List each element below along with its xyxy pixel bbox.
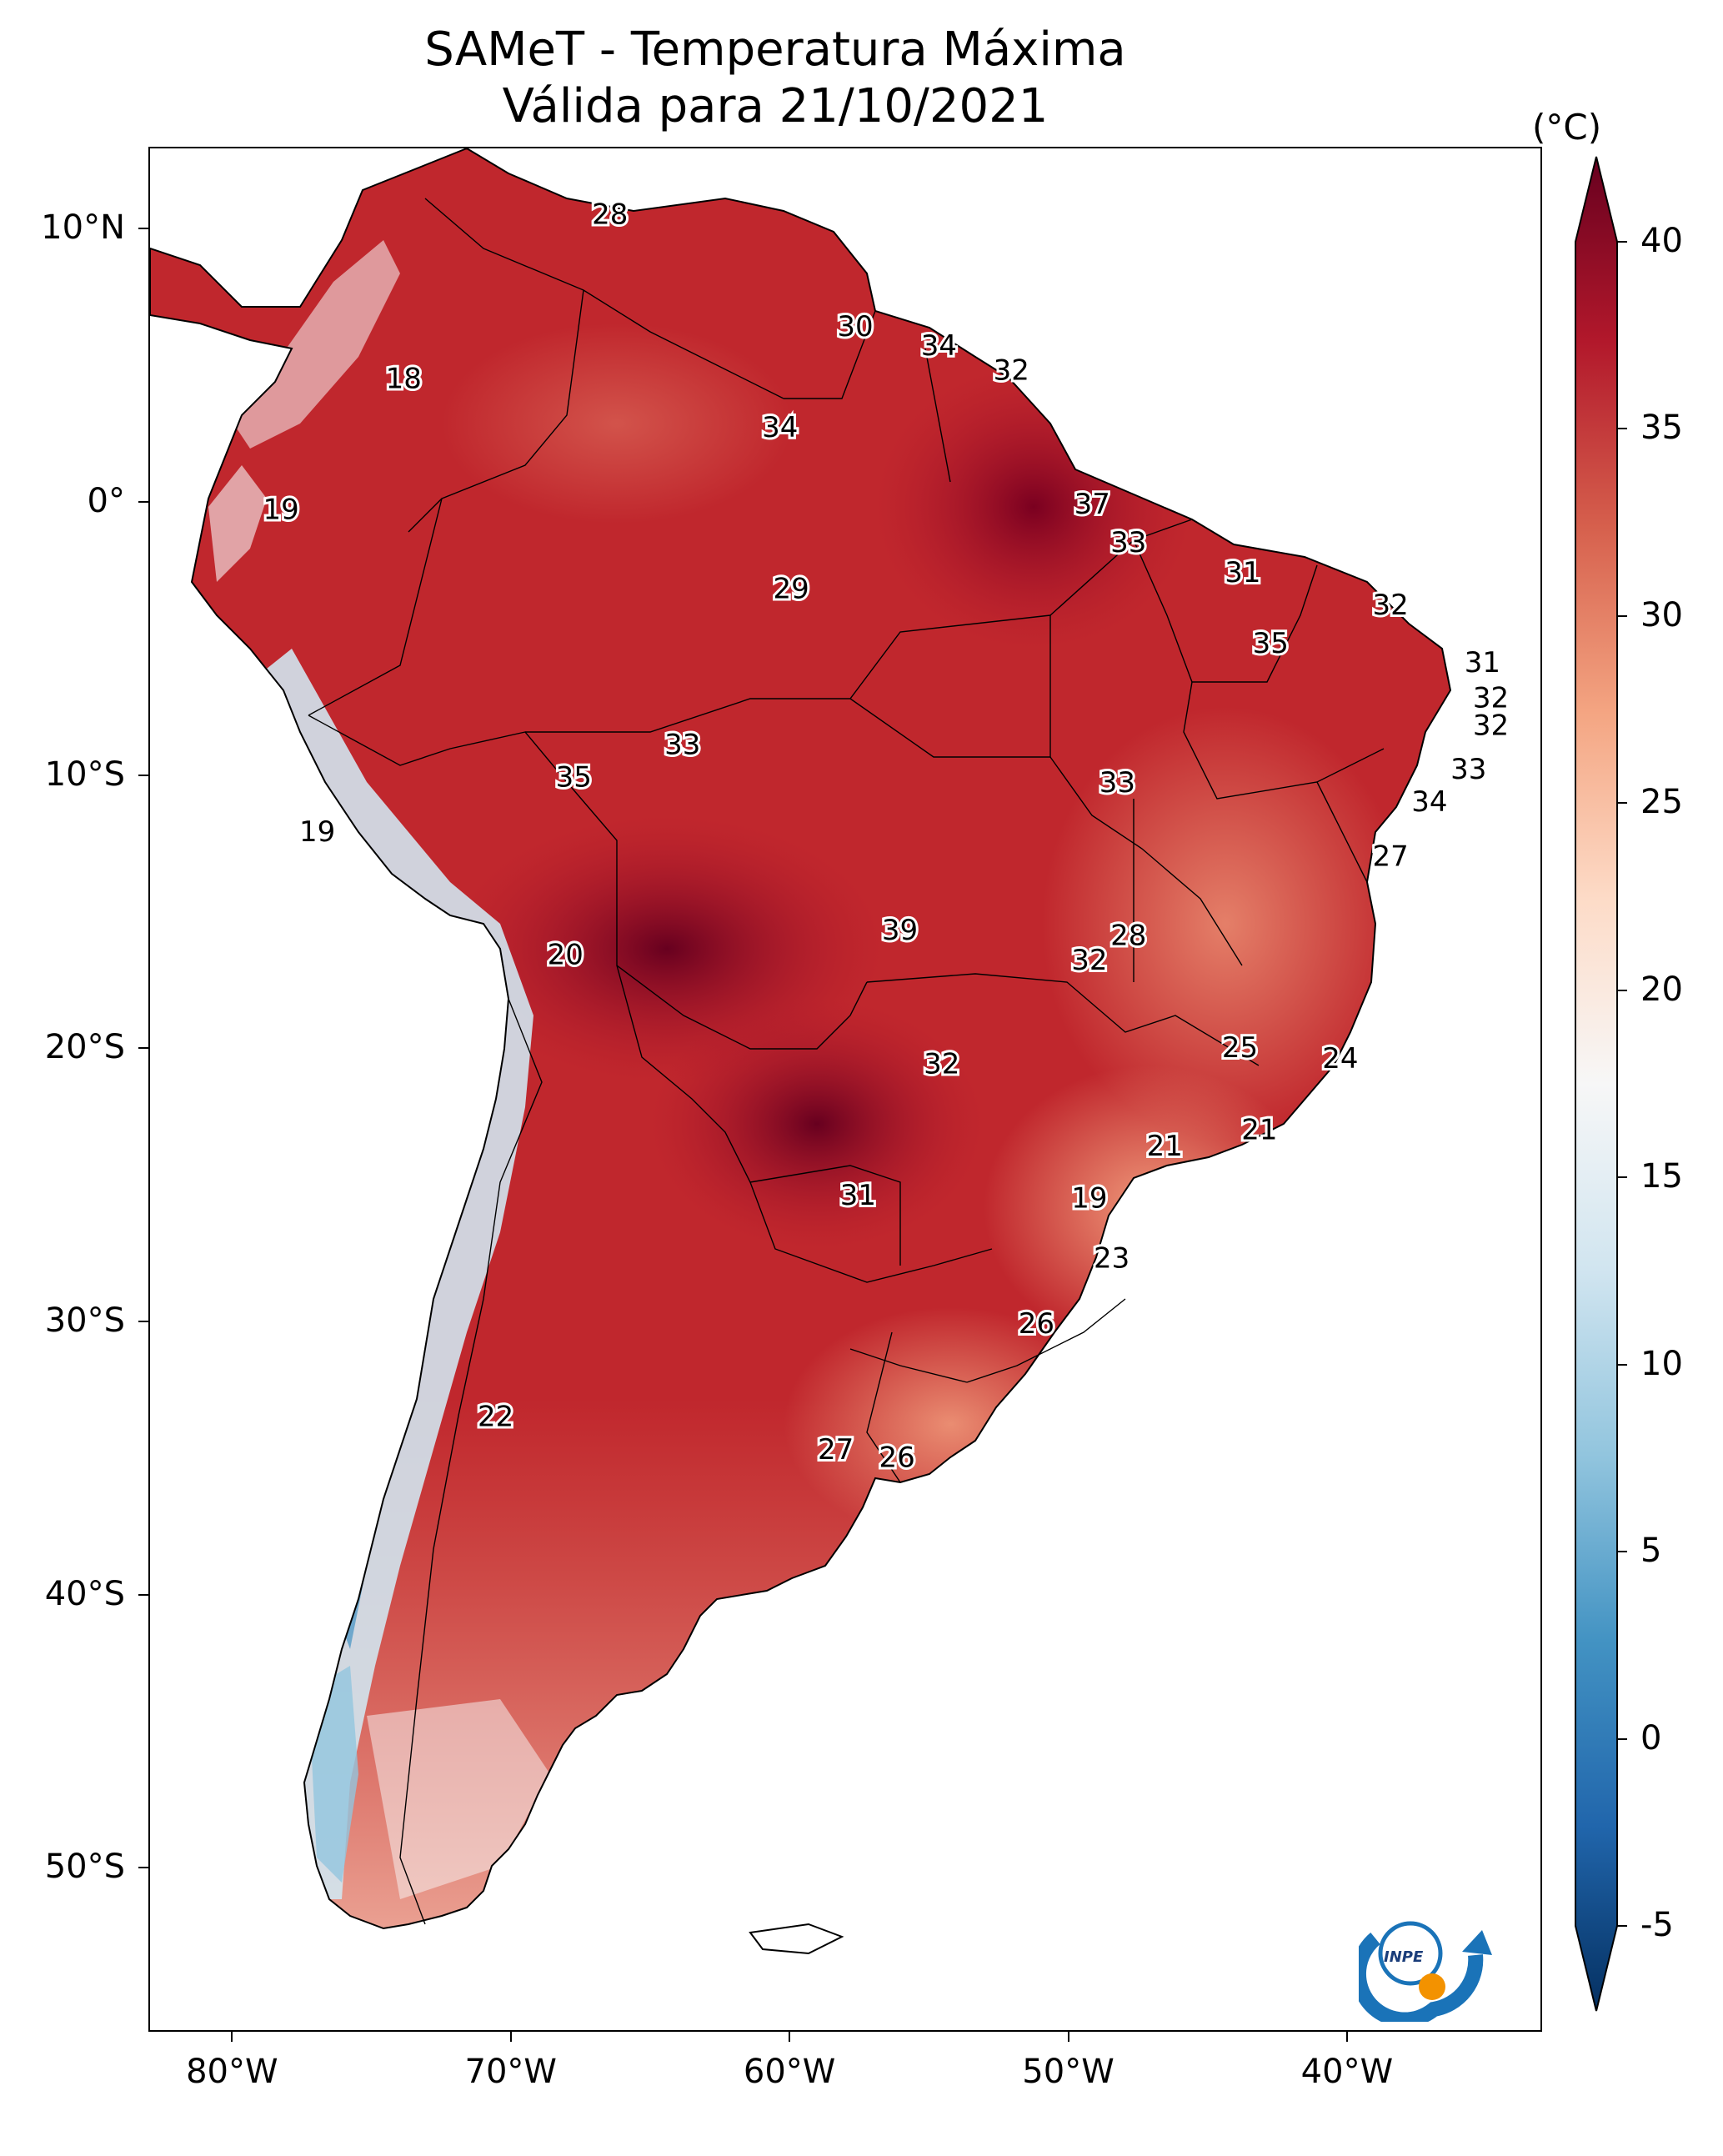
station-value: 21 (1241, 1113, 1277, 1146)
station-value: 19 (299, 815, 335, 849)
station-value: 28 (592, 198, 628, 232)
station-value: 19 (1071, 1181, 1107, 1215)
station-value: 32 (1071, 944, 1107, 977)
station-value: 22 (478, 1400, 513, 1433)
longitude-tick (789, 2032, 791, 2042)
colorbar-tick-label: 30 (1640, 595, 1683, 634)
longitude-tick (509, 2032, 512, 2042)
station-value: 31 (1465, 646, 1500, 679)
station-value: 26 (879, 1442, 915, 1475)
station-value: 23 (1094, 1241, 1129, 1275)
station-value: 32 (1473, 709, 1509, 742)
colorbar-tick-label: 15 (1640, 1157, 1683, 1196)
station-value: 25 (1222, 1031, 1258, 1065)
colorbar-tick (1617, 241, 1627, 243)
station-value: 37 (1074, 488, 1110, 521)
station-value: 24 (1322, 1042, 1358, 1075)
latitude-tick (138, 1047, 148, 1050)
map-title: SAMeT - Temperatura Máxima (424, 23, 1126, 77)
station-value: 30 (837, 310, 873, 343)
colorbar-tick-label: 10 (1640, 1344, 1683, 1383)
colorbar-tick-label: 40 (1640, 222, 1683, 260)
colorbar (1575, 156, 1618, 2012)
latitude-tick (138, 1867, 148, 1869)
colorbar-tick-label: 25 (1640, 783, 1683, 822)
country-borders (308, 198, 1385, 1925)
colorbar-tick-label: 20 (1640, 970, 1683, 1009)
falkland-islands (749, 1923, 844, 1955)
longitude-label: 70°W (464, 2053, 557, 2091)
station-value: 33 (664, 728, 700, 761)
temperature-field (150, 148, 1450, 1928)
station-value: 32 (1473, 682, 1509, 715)
station-value: 26 (1019, 1307, 1054, 1341)
station-value: 20 (548, 939, 584, 972)
colorbar-tick (1617, 989, 1627, 991)
latitude-label: 0° (87, 481, 125, 520)
colorbar-tick-label: 5 (1640, 1532, 1662, 1571)
longitude-tick (231, 2032, 233, 2042)
latitude-label: 30°S (44, 1301, 125, 1341)
colorbar-unit: (°C) (1532, 107, 1602, 148)
longitude-tick (1345, 2032, 1348, 2042)
longitude-tick (1067, 2032, 1069, 2042)
latitude-label: 40°S (44, 1574, 125, 1613)
station-value: 33 (1450, 753, 1486, 786)
station-value: 27 (818, 1433, 854, 1467)
station-value: 27 (1372, 840, 1408, 874)
station-value: 33 (1110, 526, 1146, 559)
station-value: 32 (994, 353, 1029, 387)
latitude-tick (138, 1593, 148, 1596)
longitude-label: 40°W (1300, 2053, 1394, 2091)
station-value: 34 (762, 411, 798, 444)
station-value: 32 (1372, 589, 1408, 622)
station-value: 31 (1225, 556, 1260, 589)
station-value: 35 (1253, 627, 1289, 660)
station-value: 29 (773, 573, 809, 606)
colorbar-tick (1617, 1925, 1627, 1927)
latitude-label: 10°S (44, 755, 125, 794)
station-value: 19 (263, 494, 299, 527)
station-value: 31 (840, 1179, 876, 1212)
latitude-tick (138, 500, 148, 503)
station-value: 39 (882, 914, 918, 947)
longitude-label: 60°W (743, 2053, 836, 2091)
station-value: 18 (386, 362, 422, 395)
colorbar-tick (1617, 1737, 1627, 1740)
station-value: 34 (921, 329, 957, 363)
station-value: 28 (1110, 920, 1146, 953)
colorbar-tick-label: -5 (1640, 1906, 1674, 1944)
colorbar-tick-label: 35 (1640, 409, 1683, 448)
latitude-tick (138, 774, 148, 776)
latitude-label: 50°S (44, 1848, 125, 1887)
longitude-label: 80°W (186, 2053, 278, 2091)
station-value: 35 (556, 761, 592, 795)
inpe-logo: INPE (1350, 1905, 1509, 2028)
colorbar-tick-label: 0 (1640, 1718, 1662, 1757)
colorbar-tick (1617, 1363, 1627, 1366)
map-subtitle: Válida para 21/10/2021 (502, 79, 1049, 133)
longitude-label: 50°W (1022, 2053, 1114, 2091)
station-value: 33 (1099, 766, 1135, 800)
map-frame: 28 30 34 32 18 34 37 19 33 31 29 32 35 31 32 32 33 35 33 33… (148, 147, 1542, 2032)
inpe-logo-text: INPE (1384, 1948, 1424, 1966)
colorbar-tick (1617, 1551, 1627, 1553)
colorbar-tick (1617, 1176, 1627, 1179)
colorbar-tick (1617, 428, 1627, 430)
station-value: 21 (1147, 1130, 1183, 1163)
station-value: 32 (924, 1048, 959, 1081)
latitude-label: 20°S (44, 1028, 125, 1067)
latitude-tick (138, 228, 148, 230)
station-value: 34 (1411, 785, 1447, 819)
latitude-tick (138, 1321, 148, 1323)
latitude-label: 10°N (41, 208, 125, 248)
colorbar-tick (1617, 614, 1627, 617)
colorbar-tick (1617, 802, 1627, 805)
